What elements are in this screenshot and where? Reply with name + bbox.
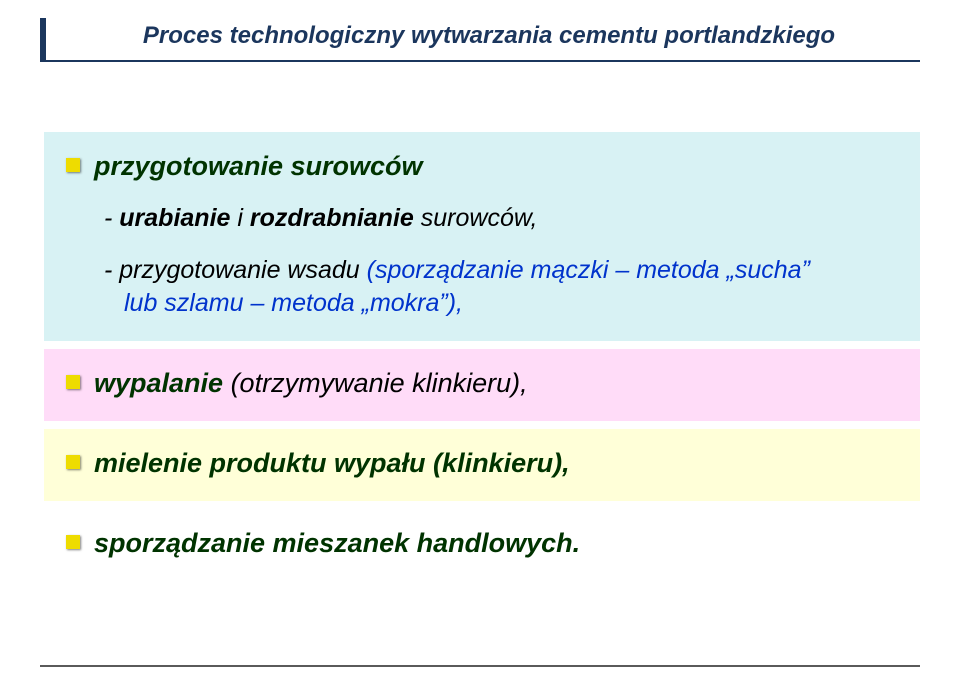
- prep-subline-1: - urabianie i rozdrabnianie surowców,: [104, 202, 898, 236]
- bullet-row: sporządzanie mieszanek handlowych.: [66, 527, 898, 561]
- bullet-row: mielenie produktu wypału (klinkieru),: [66, 447, 898, 481]
- blue-italic-text: (sporządzanie mączki – metoda „sucha”: [367, 256, 810, 284]
- bullet-row: wypalanie (otrzymywanie klinkieru),: [66, 367, 898, 401]
- section-mixing: sporządzanie mieszanek handlowych.: [44, 509, 920, 581]
- prep-subline-2: - przygotowanie wsadu (sporządzanie mącz…: [104, 254, 898, 322]
- section-heading: mielenie produktu wypału (klinkieru),: [94, 447, 570, 481]
- square-bullet-icon: [66, 375, 80, 389]
- section-heading: przygotowanie surowców: [94, 150, 423, 184]
- section-preparation: przygotowanie surowców - urabianie i roz…: [44, 132, 920, 341]
- title-accent-bar: [40, 18, 46, 60]
- square-bullet-icon: [66, 158, 80, 172]
- text: i: [230, 204, 249, 232]
- bold-text: urabianie: [119, 204, 230, 232]
- bottom-divider: [40, 665, 920, 667]
- slide: Proces technologiczny wytwarzania cement…: [0, 18, 960, 675]
- content-area: przygotowanie surowców - urabianie i roz…: [44, 132, 920, 580]
- slide-title: Proces technologiczny wytwarzania cement…: [40, 18, 920, 60]
- square-bullet-icon: [66, 535, 80, 549]
- section-heading: wypalanie (otrzymywanie klinkieru),: [94, 367, 528, 401]
- bold-text: rozdrabnianie: [250, 204, 414, 232]
- section-firing: wypalanie (otrzymywanie klinkieru),: [44, 349, 920, 421]
- title-block: Proces technologiczny wytwarzania cement…: [40, 18, 920, 62]
- text: surowców,: [414, 204, 538, 232]
- text: - przygotowanie wsadu: [104, 256, 367, 284]
- text: (otrzymywanie klinkieru),: [231, 368, 528, 398]
- square-bullet-icon: [66, 455, 80, 469]
- section-grinding: mielenie produktu wypału (klinkieru),: [44, 429, 920, 501]
- bullet-row: przygotowanie surowców: [66, 150, 898, 184]
- blue-italic-text: lub szlamu – metoda „mokra”),: [124, 289, 463, 317]
- section-heading: sporządzanie mieszanek handlowych.: [94, 527, 580, 561]
- bold-text: wypalanie: [94, 368, 231, 398]
- text: -: [104, 204, 119, 232]
